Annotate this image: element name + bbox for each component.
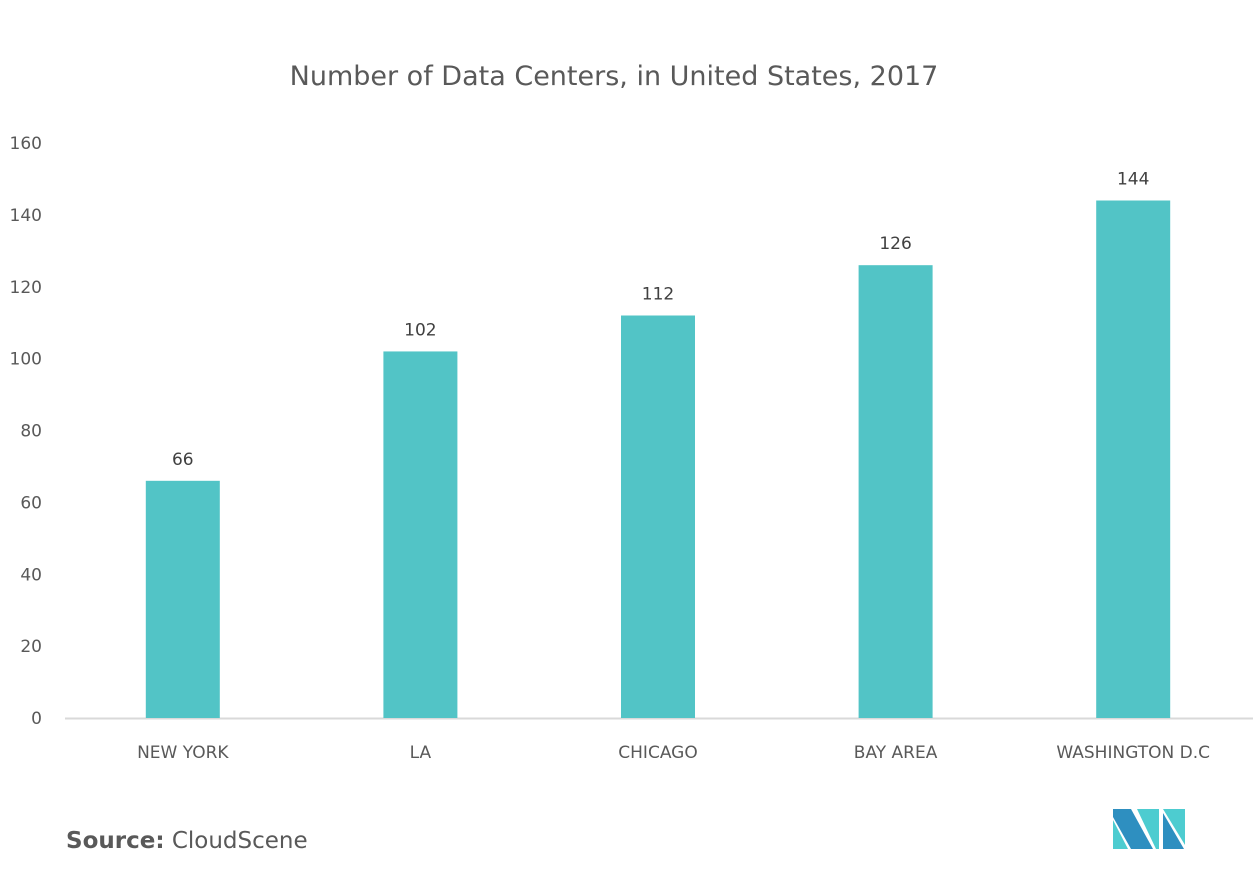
y-tick-label: 140 (10, 206, 42, 226)
y-tick-label: 60 (20, 493, 42, 513)
data-label: 66 (172, 450, 194, 470)
source-note: Source: CloudScene (66, 828, 308, 854)
mordor-intelligence-logo-icon (1113, 809, 1185, 849)
y-axis: 0 20 40 60 80 100 120 140 160 (10, 134, 42, 729)
bar (1096, 200, 1171, 718)
data-label: 112 (642, 285, 674, 305)
x-tick-label: CHICAGO (618, 743, 697, 763)
bar (383, 351, 458, 718)
logo-part-light-left (1113, 820, 1128, 849)
logo-part-light-right (1163, 809, 1185, 845)
data-label: 144 (1117, 170, 1149, 190)
source-value: CloudScene (171, 828, 308, 854)
logo-part-light-mid (1137, 809, 1159, 849)
y-tick-label: 120 (10, 278, 42, 298)
source-label: Source: (66, 828, 165, 854)
bars (145, 200, 1171, 718)
data-label: 102 (404, 320, 436, 340)
x-tick-label: WASHINGTON D.C (1056, 743, 1210, 763)
data-labels: 66 102 112 126 144 (172, 170, 1149, 470)
x-tick-label: NEW YORK (137, 743, 229, 763)
y-tick-label: 20 (20, 637, 42, 657)
bar (858, 265, 933, 718)
y-tick-label: 160 (10, 134, 42, 154)
logo-part-dark-left (1113, 809, 1153, 849)
y-tick-label: 80 (20, 422, 42, 442)
x-tick-label: BAY AREA (854, 743, 938, 763)
logo-part-dark-right (1163, 813, 1184, 849)
x-axis: NEW YORK LA CHICAGO BAY AREA WASHINGTON D.C (137, 743, 1210, 763)
bar (621, 315, 695, 718)
data-label: 126 (879, 234, 911, 254)
x-tick-label: LA (410, 743, 432, 763)
y-tick-label: 100 (10, 350, 42, 370)
chart-title: Number of Data Centers, in United States… (290, 61, 939, 92)
y-tick-label: 0 (31, 709, 42, 729)
y-tick-label: 40 (20, 565, 42, 585)
bar (145, 480, 220, 718)
